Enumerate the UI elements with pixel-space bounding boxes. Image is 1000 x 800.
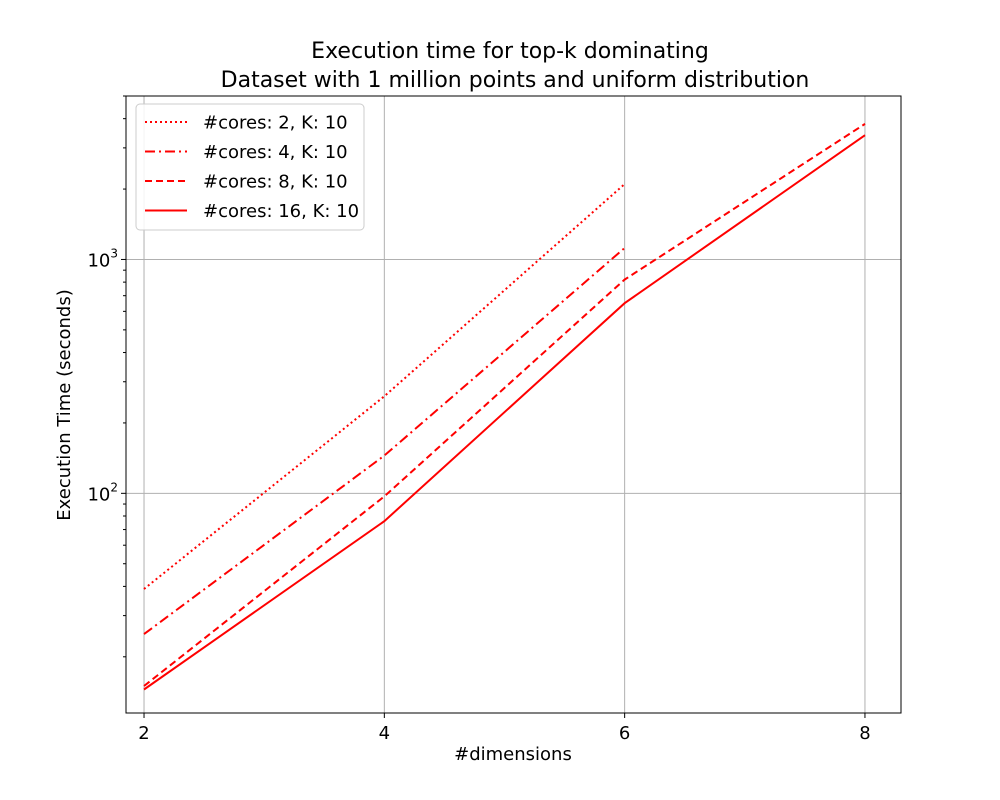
grid bbox=[126, 96, 901, 713]
x-axis-label: #dimensions bbox=[454, 744, 572, 765]
y-tick-exponent: 3 bbox=[110, 246, 118, 260]
y-axis-label: Execution Time (seconds) bbox=[54, 289, 75, 520]
series-line-4 bbox=[143, 134, 866, 691]
y-tick-label: 103 bbox=[87, 246, 118, 271]
x-tick-label: 6 bbox=[619, 723, 630, 744]
series-line-1 bbox=[143, 183, 626, 590]
legend-label-3: #cores: 8, K: 10 bbox=[203, 172, 348, 193]
legend-label-4: #cores: 16, K: 10 bbox=[203, 201, 359, 222]
plot-area-frame bbox=[125, 95, 902, 714]
series-line-3 bbox=[143, 123, 866, 687]
x-tick-label: 8 bbox=[859, 723, 870, 744]
legend-label-1: #cores: 2, K: 10 bbox=[203, 113, 348, 134]
chart-subtitle: Dataset with 1 million points and unifor… bbox=[221, 68, 810, 93]
series-layer bbox=[143, 123, 866, 691]
chart-title: Execution time for top-k dominating bbox=[311, 39, 709, 64]
legend-label-2: #cores: 4, K: 10 bbox=[203, 142, 348, 163]
legend: #cores: 2, K: 10 #cores: 4, K: 10 #cores: … bbox=[135, 103, 365, 231]
y-tick-label: 102 bbox=[87, 480, 118, 505]
y-tick-exponent: 2 bbox=[110, 480, 118, 494]
x-tick-label: 2 bbox=[138, 723, 149, 744]
legend-box bbox=[135, 103, 365, 231]
x-tick-label: 4 bbox=[379, 723, 390, 744]
